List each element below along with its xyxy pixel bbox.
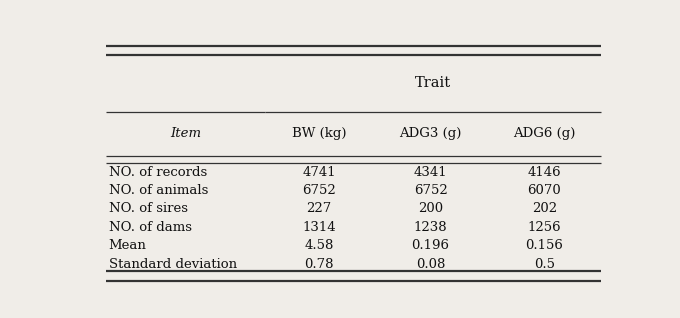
Text: 1238: 1238 [413, 221, 447, 234]
Text: Item: Item [170, 127, 201, 140]
Text: 4341: 4341 [413, 166, 447, 179]
Text: 6752: 6752 [413, 184, 447, 197]
Text: Standard deviation: Standard deviation [109, 258, 237, 271]
Text: NO. of sires: NO. of sires [109, 203, 188, 216]
Text: 6070: 6070 [528, 184, 562, 197]
Text: ADG6 (g): ADG6 (g) [513, 127, 576, 140]
Text: ADG3 (g): ADG3 (g) [399, 127, 462, 140]
Text: 200: 200 [418, 203, 443, 216]
Text: BW (kg): BW (kg) [292, 127, 346, 140]
Text: Mean: Mean [109, 239, 146, 252]
Text: 0.196: 0.196 [411, 239, 449, 252]
Text: 4741: 4741 [303, 166, 336, 179]
Text: 0.5: 0.5 [534, 258, 555, 271]
Text: 0.08: 0.08 [416, 258, 445, 271]
Text: NO. of animals: NO. of animals [109, 184, 208, 197]
Text: 227: 227 [307, 203, 332, 216]
Text: NO. of dams: NO. of dams [109, 221, 192, 234]
Text: NO. of records: NO. of records [109, 166, 207, 179]
Text: Trait: Trait [415, 76, 451, 90]
Text: 0.78: 0.78 [305, 258, 334, 271]
Text: 4146: 4146 [528, 166, 561, 179]
Text: 1256: 1256 [528, 221, 561, 234]
Text: 4.58: 4.58 [305, 239, 334, 252]
Text: 0.156: 0.156 [526, 239, 564, 252]
Text: 6752: 6752 [302, 184, 336, 197]
Text: 202: 202 [532, 203, 557, 216]
Text: 1314: 1314 [303, 221, 336, 234]
